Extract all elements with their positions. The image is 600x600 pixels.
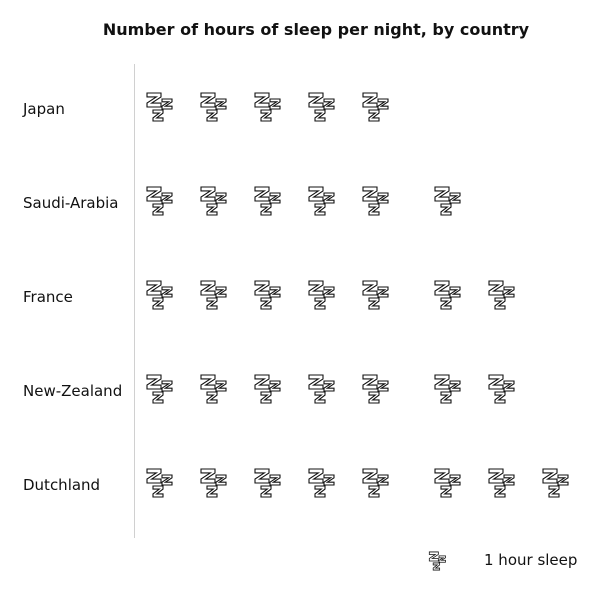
category-label: France [23,288,73,306]
sleep-zzz-icon [307,372,341,406]
sleep-zzz-icon [199,372,233,406]
sleep-zzz-icon [199,278,233,312]
category-label: New-Zealand [23,382,123,400]
sleep-zzz-icon [361,184,395,218]
sleep-zzz-icon [145,372,179,406]
sleep-zzz-icon [541,466,575,500]
sleep-zzz-icon [487,466,521,500]
sleep-zzz-icon [487,278,521,312]
sleep-zzz-icon [307,466,341,500]
sleep-zzz-icon [199,90,233,124]
sleep-zzz-icon [253,90,287,124]
pictograph-row: New-Zealand [0,372,600,412]
pictograph-row: Japan [0,90,600,130]
category-label: Dutchland [23,476,101,494]
sleep-zzz-icon [307,184,341,218]
chart-title: Number of hours of sleep per night, by c… [102,20,530,39]
axis-divider [134,64,135,538]
sleep-zzz-icon [361,372,395,406]
legend-sleep-icon [428,550,450,572]
category-label: Japan [23,100,65,118]
category-label: Saudi-Arabia [23,194,119,212]
sleep-zzz-icon [433,278,467,312]
legend-label: 1 hour sleep [484,551,578,569]
sleep-zzz-icon [307,90,341,124]
sleep-zzz-icon [253,278,287,312]
sleep-zzz-icon [433,466,467,500]
sleep-zzz-icon [433,372,467,406]
sleep-zzz-icon [487,372,521,406]
sleep-zzz-icon [361,466,395,500]
sleep-zzz-icon [145,90,179,124]
pictograph-row: Saudi-Arabia [0,184,600,224]
sleep-zzz-icon [145,184,179,218]
sleep-zzz-icon [433,184,467,218]
sleep-zzz-icon [307,278,341,312]
pictograph-row: France [0,278,600,318]
sleep-zzz-icon [199,466,233,500]
pictograph-row: Dutchland [0,466,600,506]
sleep-zzz-icon [253,372,287,406]
sleep-zzz-icon [145,466,179,500]
sleep-zzz-icon [253,184,287,218]
sleep-zzz-icon [253,466,287,500]
sleep-zzz-icon [199,184,233,218]
sleep-zzz-icon [145,278,179,312]
sleep-zzz-icon [361,90,395,124]
sleep-zzz-icon [361,278,395,312]
